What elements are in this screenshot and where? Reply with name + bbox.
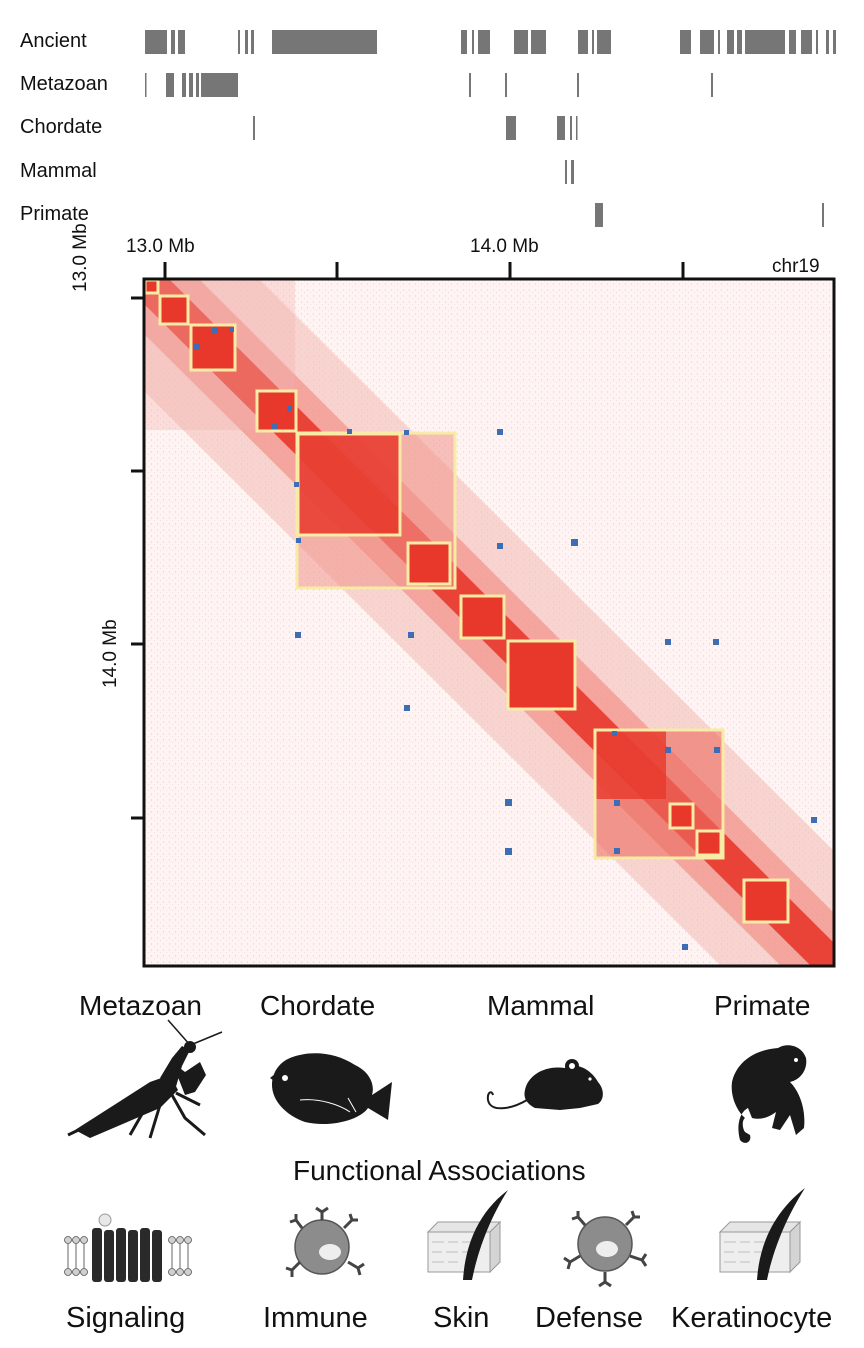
func-label-signaling: Signaling [66, 1302, 186, 1334]
left-tick-label-13mb: 13.0 Mb [70, 223, 91, 292]
immune-cell-icon [285, 1206, 365, 1277]
track-label-mammal: Mammal [20, 160, 97, 182]
loop-dots [194, 327, 817, 950]
metazoan-gene-track [145, 73, 713, 97]
mammal-gene-track [565, 160, 574, 184]
monkey-icon [731, 1045, 807, 1143]
keratinocyte-skin-icon [718, 1188, 805, 1280]
top-tick-label-13mb: 13.0 Mb [126, 236, 195, 257]
track-label-ancient: Ancient [20, 30, 87, 52]
fish-icon [270, 1053, 392, 1125]
left-tick-label-14mb: 14.0 Mb [100, 619, 121, 688]
functional-associations-title: Functional Associations [293, 1155, 586, 1186]
ancient-gene-track [145, 30, 836, 54]
func-label-defense: Defense [535, 1302, 644, 1334]
chromosome-label: chr19 [772, 256, 820, 277]
track-label-chordate: Chordate [20, 116, 103, 138]
defense-cell-icon [563, 1210, 648, 1288]
mantis-icon [67, 1019, 223, 1139]
skin-hair-icon [426, 1190, 508, 1280]
func-label-keratinocyte: Keratinocyte [671, 1302, 833, 1334]
primate-gene-track [595, 203, 824, 227]
lineage-label-chordate: Chordate [260, 990, 376, 1021]
lineage-label-mammal: Mammal [487, 990, 595, 1021]
lineage-label-metazoan: Metazoan [79, 990, 202, 1021]
top-axis-ticks [163, 262, 685, 280]
membrane-receptor-icon [64, 1213, 192, 1282]
track-label-primate: Primate [20, 203, 89, 225]
mouse-icon [486, 1059, 603, 1110]
func-label-immune: Immune [263, 1302, 368, 1334]
hic-map-frame [142, 277, 836, 968]
lineage-label-primate: Primate [714, 990, 811, 1021]
track-label-metazoan: Metazoan [20, 73, 108, 95]
hic-contact-map [145, 280, 833, 965]
func-label-skin: Skin [433, 1302, 490, 1334]
top-tick-label-14mb: 14.0 Mb [470, 236, 539, 257]
chordate-gene-track [253, 116, 578, 140]
